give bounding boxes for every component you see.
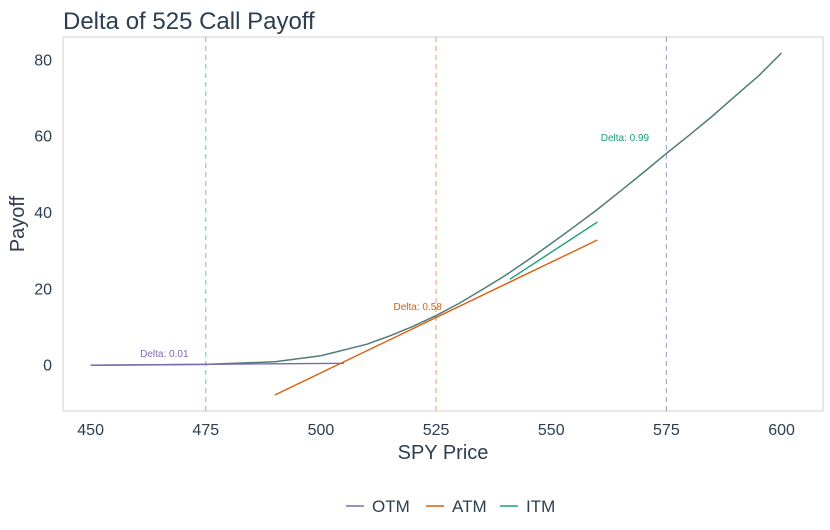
annotation-2: Delta: 0.99 xyxy=(601,133,650,144)
x-tick-label: 475 xyxy=(192,422,219,439)
y-tick-label: 20 xyxy=(34,281,52,298)
annotation-0: Delta: 0.01 xyxy=(140,349,189,360)
y-tick-label: 60 xyxy=(34,129,52,146)
series-lines xyxy=(90,52,783,396)
delta-annotations: Delta: 0.01 Delta: 0.58 Delta: 0.99 xyxy=(140,133,649,360)
annotation-1: Delta: 0.58 xyxy=(393,302,442,313)
reference-lines xyxy=(205,37,667,411)
series-line-itm xyxy=(509,221,598,280)
x-tick-label: 525 xyxy=(423,422,450,439)
x-tick-label: 575 xyxy=(653,422,680,439)
legend: OTM ATM ITM xyxy=(346,497,555,516)
x-axis-title: SPY Price xyxy=(398,442,489,464)
y-tick-label: 0 xyxy=(43,358,52,375)
x-tick-label: 450 xyxy=(77,422,104,439)
x-tick-label: 500 xyxy=(308,422,335,439)
y-axis-ticks: 0 20 40 60 80 xyxy=(34,52,52,374)
legend-label-itm: ITM xyxy=(526,497,555,516)
y-tick-label: 80 xyxy=(34,52,52,69)
series-line-otm xyxy=(90,362,344,366)
series-line-atm xyxy=(274,239,598,396)
x-axis-ticks: 450 475 500 525 550 575 600 xyxy=(77,422,795,439)
y-axis-title: Payoff xyxy=(7,195,29,252)
y-tick-label: 40 xyxy=(34,205,52,222)
legend-label-atm: ATM xyxy=(452,497,487,516)
plot-panel xyxy=(62,36,824,412)
legend-label-otm: OTM xyxy=(372,497,410,516)
x-tick-label: 550 xyxy=(538,422,565,439)
chart-title: Delta of 525 Call Payoff xyxy=(63,8,315,35)
x-tick-label: 600 xyxy=(768,422,795,439)
payoff-curve xyxy=(90,52,783,366)
